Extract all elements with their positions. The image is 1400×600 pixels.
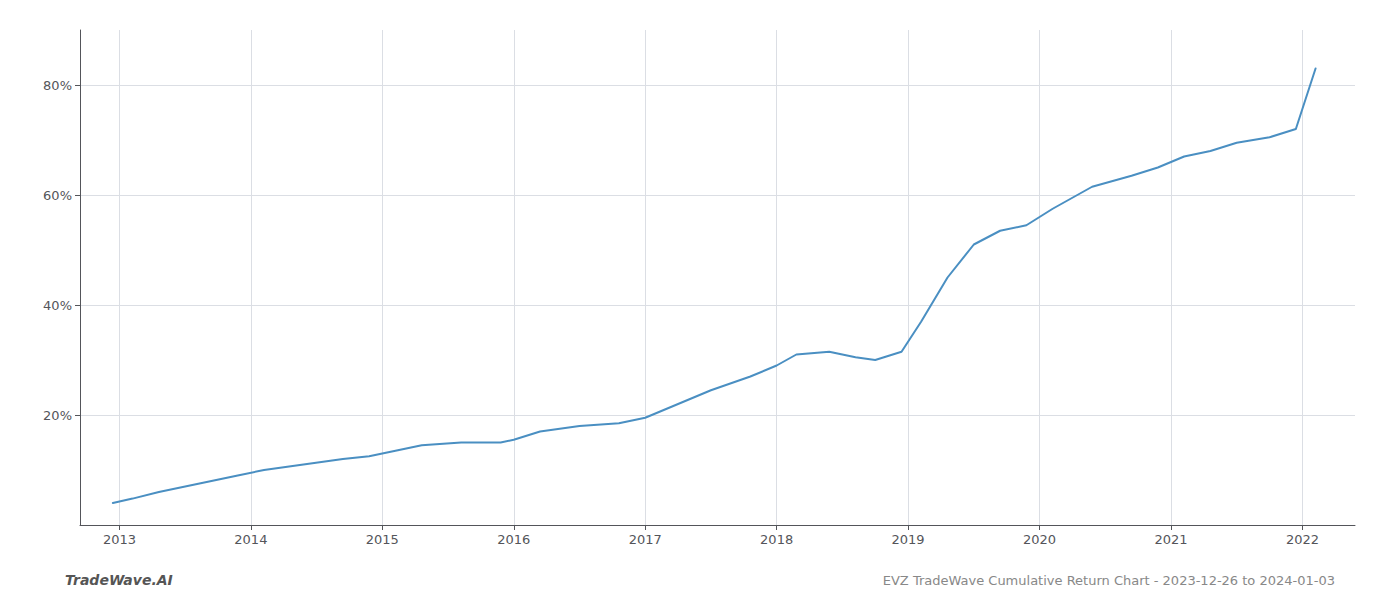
svg-text:2019: 2019 [892, 532, 925, 547]
svg-text:2015: 2015 [366, 532, 399, 547]
svg-text:TradeWave.AI: TradeWave.AI [65, 572, 173, 588]
svg-text:2014: 2014 [234, 532, 267, 547]
svg-text:40%: 40% [43, 298, 72, 313]
svg-text:EVZ TradeWave Cumulative Retur: EVZ TradeWave Cumulative Return Chart - … [883, 573, 1335, 588]
svg-text:2022: 2022 [1286, 532, 1319, 547]
svg-text:2018: 2018 [760, 532, 793, 547]
svg-text:80%: 80% [43, 78, 72, 93]
svg-text:2020: 2020 [1023, 532, 1056, 547]
svg-text:2016: 2016 [497, 532, 530, 547]
svg-text:2021: 2021 [1154, 532, 1187, 547]
svg-text:2013: 2013 [103, 532, 136, 547]
svg-text:2017: 2017 [629, 532, 662, 547]
svg-text:20%: 20% [43, 408, 72, 423]
svg-text:60%: 60% [43, 188, 72, 203]
